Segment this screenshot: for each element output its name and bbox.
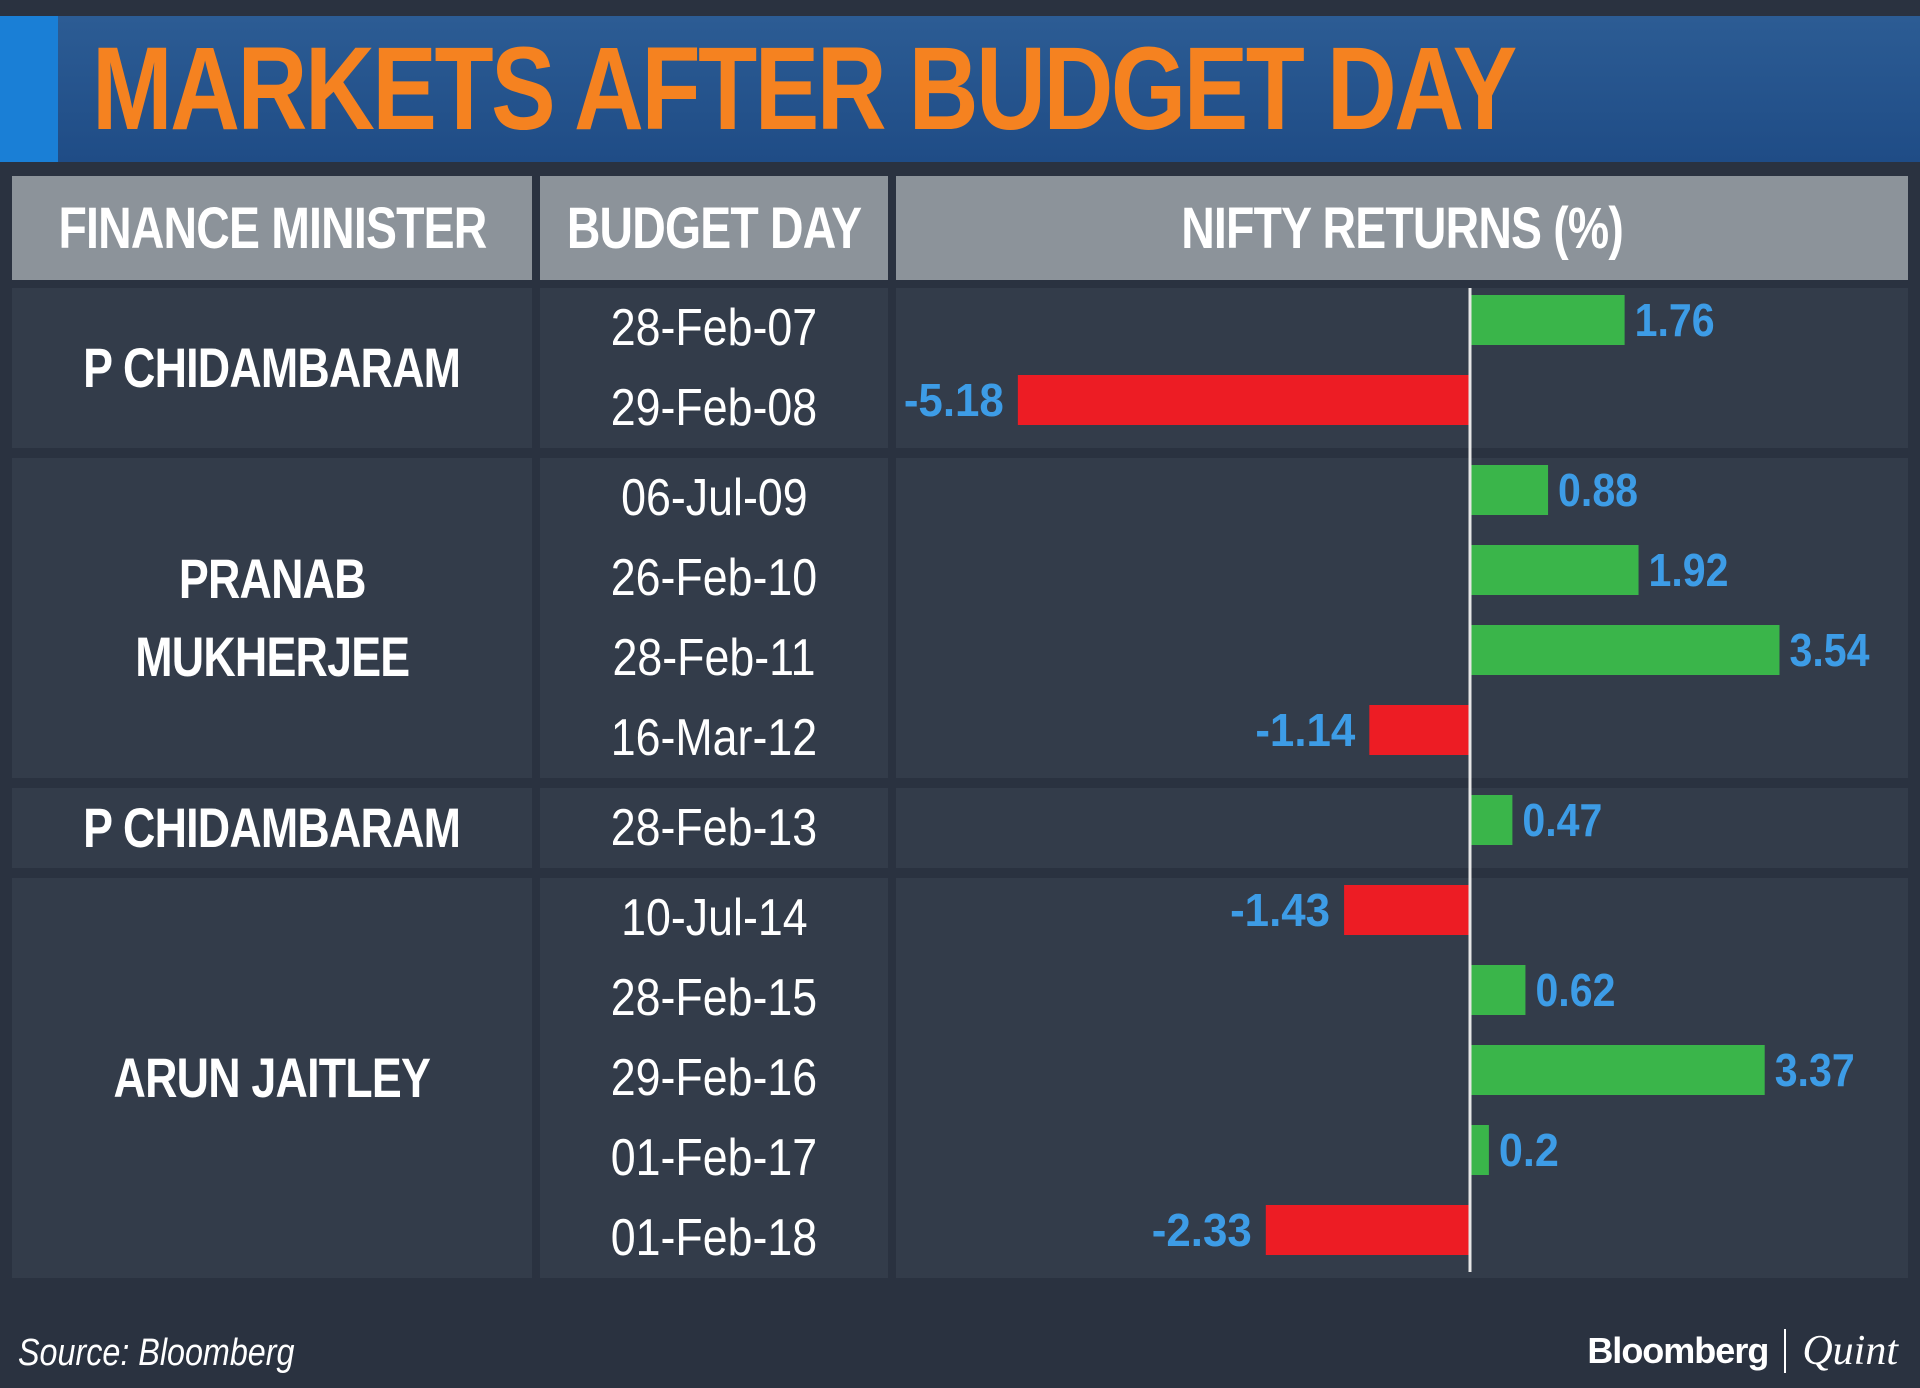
page-title: MARKETS AFTER BUDGET DAY (92, 23, 1517, 155)
logo-divider (1784, 1329, 1787, 1373)
value-label: -1.43 (1230, 884, 1330, 936)
header-nifty-returns: NIFTY RETURNS (%) (896, 176, 1908, 280)
budget-date: 28-Feb-15 (540, 958, 888, 1038)
value-label: -5.18 (904, 374, 1004, 426)
budget-date-label: 26-Feb-10 (610, 549, 818, 607)
value-label: 1.92 (1649, 544, 1729, 596)
budget-date-label: 01-Feb-17 (610, 1129, 818, 1187)
value-label: 0.2 (1499, 1124, 1559, 1176)
brand-logo: Bloomberg Quint (1587, 1326, 1898, 1376)
budget-date-label: 29-Feb-08 (610, 379, 818, 437)
bar-28-Feb-13 (1471, 795, 1513, 845)
bar-06-Jul-09 (1471, 465, 1549, 515)
title-accent-bar (0, 16, 58, 162)
budget-day-cell (540, 458, 888, 778)
budget-date: 01-Feb-17 (540, 1118, 888, 1198)
budget-date-label: 28-Feb-11 (612, 629, 816, 687)
logo-bloomberg-text: Bloomberg (1587, 1330, 1769, 1371)
minister-cell: PRANAB MUKHERJEE (12, 458, 532, 778)
minister-cell: P CHIDAMBARAM (12, 788, 532, 868)
value-label: 0.88 (1558, 464, 1638, 516)
budget-day-cell (540, 878, 888, 1278)
budget-date: 29-Feb-16 (540, 1038, 888, 1118)
header-budget-day: BUDGET DAY (540, 176, 888, 280)
budget-day-cell (540, 288, 888, 448)
minister-cell: P CHIDAMBARAM (12, 288, 532, 448)
value-label: 0.62 (1535, 964, 1615, 1016)
budget-date-label: 16-Mar-12 (610, 709, 818, 767)
budget-date: 29-Feb-08 (540, 368, 888, 448)
bar-29-Feb-08 (1017, 375, 1469, 425)
budget-date-label: 29-Feb-16 (610, 1049, 818, 1107)
bar-16-Mar-12 (1369, 705, 1469, 755)
budget-date: 28-Feb-07 (540, 288, 888, 368)
title-banner: MARKETS AFTER BUDGET DAY (0, 16, 1920, 162)
value-label: 3.54 (1789, 624, 1869, 676)
budget-date: 06-Jul-09 (540, 458, 888, 538)
header-budget-day-label: BUDGET DAY (566, 195, 862, 261)
bar-29-Feb-16 (1471, 1045, 1765, 1095)
budget-date-label: 01-Feb-18 (610, 1209, 818, 1267)
budget-date-label: 28-Feb-13 (610, 799, 818, 857)
budget-date-label: 10-Jul-14 (620, 889, 808, 947)
value-label: 1.76 (1635, 294, 1715, 346)
minister-name: PRANAB MUKHERJEE (134, 547, 410, 688)
value-label: -2.33 (1152, 1204, 1252, 1256)
header-nifty-returns-label: NIFTY RETURNS (%) (1181, 195, 1624, 261)
bar-28-Feb-11 (1471, 625, 1780, 675)
budget-date-label: 28-Feb-07 (610, 299, 818, 357)
minister-name: ARUN JAITLEY (113, 1046, 431, 1109)
budget-date: 26-Feb-10 (540, 538, 888, 618)
source-note: Source: Bloomberg (18, 1332, 295, 1374)
budget-date: 28-Feb-13 (540, 788, 888, 868)
minister-name: P CHIDAMBARAM (83, 336, 461, 399)
header-finance-minister-label: FINANCE MINISTER (58, 195, 487, 261)
budget-date: 10-Jul-14 (540, 878, 888, 958)
bar-01-Feb-17 (1471, 1125, 1489, 1175)
budget-date-label: 06-Jul-09 (620, 469, 808, 527)
logo-quint-text: Quint (1802, 1328, 1898, 1374)
budget-day-cell (540, 788, 888, 868)
bar-28-Feb-07 (1471, 295, 1625, 345)
minister-name: P CHIDAMBARAM (83, 796, 461, 859)
budget-date: 01-Feb-18 (540, 1198, 888, 1278)
bar-28-Feb-15 (1471, 965, 1526, 1015)
bar-01-Feb-18 (1265, 1205, 1469, 1255)
header-finance-minister: FINANCE MINISTER (12, 176, 532, 280)
minister-cell: ARUN JAITLEY (12, 878, 532, 1278)
bar-10-Jul-14 (1344, 885, 1469, 935)
budget-date-label: 28-Feb-15 (610, 969, 818, 1027)
budget-date: 16-Mar-12 (540, 698, 888, 778)
value-label: -1.14 (1255, 704, 1355, 756)
value-label: 3.37 (1775, 1044, 1855, 1096)
bar-26-Feb-10 (1471, 545, 1639, 595)
budget-date: 28-Feb-11 (540, 618, 888, 698)
value-label: 0.47 (1522, 794, 1602, 846)
returns-cell (896, 788, 1908, 868)
